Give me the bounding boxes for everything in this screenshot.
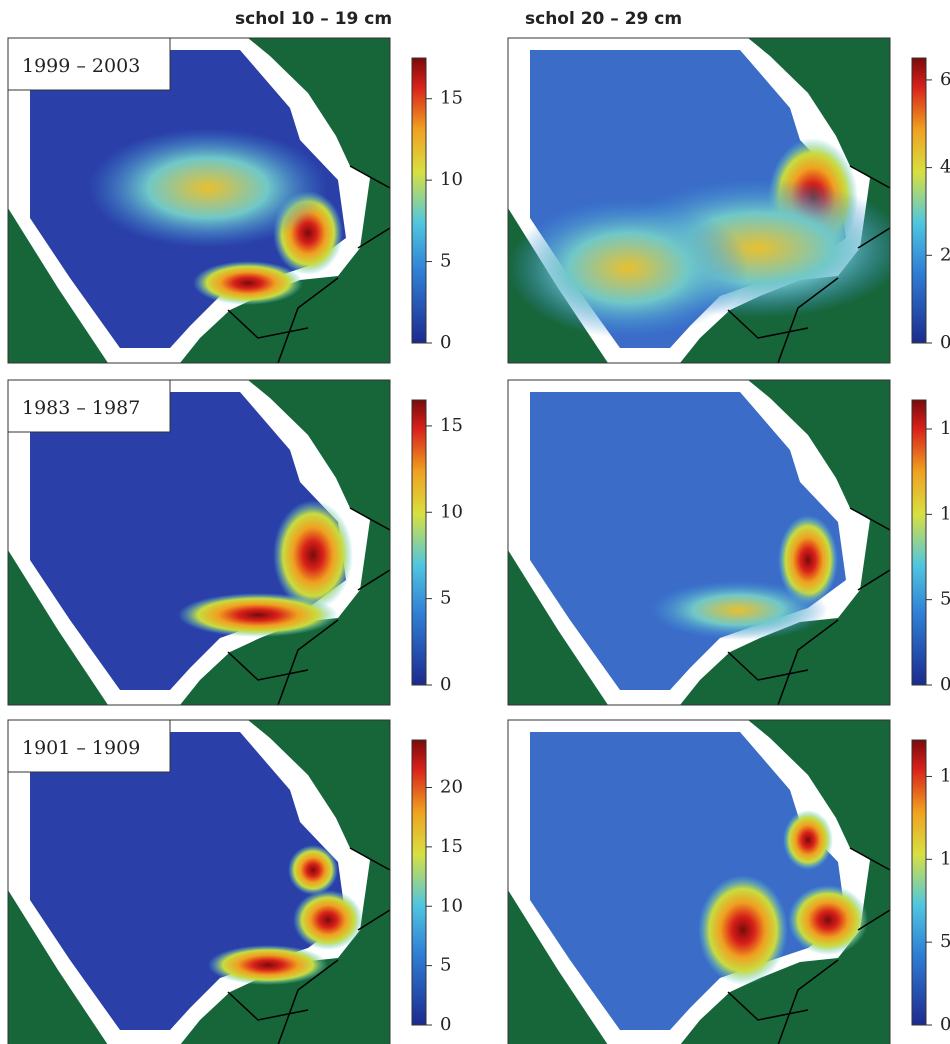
hotspot [698, 875, 788, 985]
map [8, 38, 390, 363]
column-header: schol 10 – 19 cm [235, 9, 392, 29]
hotspot [178, 593, 338, 637]
colorbar [411, 399, 427, 686]
colorbar [911, 57, 927, 344]
colorbar-tick-label: 5 [940, 931, 950, 952]
period-box [7, 719, 171, 773]
map-panel: 1999 – 2003 [7, 37, 391, 364]
border [727, 507, 890, 705]
border [227, 165, 390, 363]
border [727, 847, 890, 1044]
frame [7, 37, 391, 364]
hotspot [778, 515, 838, 605]
colorbar-tick-label: 20 [440, 777, 463, 798]
hotspot [648, 580, 828, 640]
border [227, 847, 390, 1044]
map-panel [507, 379, 891, 706]
hotspot [783, 810, 833, 870]
hotspot [788, 885, 868, 955]
hotspot [208, 945, 328, 985]
period-label: 1983 – 1987 [22, 397, 140, 419]
frame [507, 37, 891, 364]
colorbar-tick-label: 10 [440, 895, 463, 916]
colorbar-tick-label: 10 [940, 503, 950, 524]
period-box [7, 379, 171, 433]
map [508, 720, 890, 1044]
colorbar-tick-label: 40 [940, 157, 950, 178]
colorbar-tick-label: 15 [940, 765, 950, 786]
colorbar-tick-label: 5 [440, 251, 451, 272]
hotspot [193, 261, 303, 305]
hotspot [293, 890, 363, 950]
colorbar [911, 739, 927, 1026]
column-header: schol 20 – 29 cm [525, 9, 682, 29]
colorbar-tick-label: 0 [940, 1014, 950, 1035]
frame [507, 719, 891, 1044]
map-panel [507, 719, 891, 1044]
map [8, 380, 390, 705]
period-box [7, 37, 171, 91]
frame [7, 379, 391, 706]
hotspot [88, 128, 328, 248]
colorbar-tick-label: 0 [940, 332, 950, 353]
colorbar-tick-label: 0 [940, 674, 950, 695]
colorbar-tick-label: 15 [440, 415, 463, 436]
colorbar-tick-label: 0 [440, 332, 451, 353]
colorbar [911, 399, 927, 686]
colorbar-tick-label: 15 [440, 836, 463, 857]
frame [507, 379, 891, 706]
map [8, 720, 390, 1044]
frame [7, 719, 391, 1044]
colorbar-tick-label: 15 [940, 418, 950, 439]
period-label: 1901 – 1909 [22, 737, 140, 759]
colorbar-tick-label: 5 [440, 955, 451, 976]
border [727, 165, 890, 363]
colorbar-tick-label: 5 [940, 589, 950, 610]
map [508, 38, 890, 363]
colorbar-tick-label: 0 [440, 674, 451, 695]
colorbar-tick-label: 15 [440, 88, 463, 109]
border [227, 507, 390, 705]
hotspot [273, 500, 353, 610]
colorbar-tick-label: 20 [940, 244, 950, 265]
colorbar-tick-label: 10 [440, 501, 463, 522]
colorbar-tick-label: 60 [940, 69, 950, 90]
map-panel [507, 37, 891, 364]
hotspot [508, 198, 748, 338]
map-panel: 1901 – 1909 [7, 719, 391, 1044]
period-label: 1999 – 2003 [22, 55, 140, 77]
colorbar [411, 739, 427, 1026]
colorbar [411, 57, 427, 344]
colorbar-tick-label: 5 [440, 588, 451, 609]
colorbar-tick-label: 0 [440, 1014, 451, 1035]
colorbar-tick-label: 10 [940, 848, 950, 869]
map [508, 380, 890, 705]
colorbar-tick-label: 10 [440, 169, 463, 190]
hotspot [288, 845, 338, 895]
map-panel: 1983 – 1987 [7, 379, 391, 706]
